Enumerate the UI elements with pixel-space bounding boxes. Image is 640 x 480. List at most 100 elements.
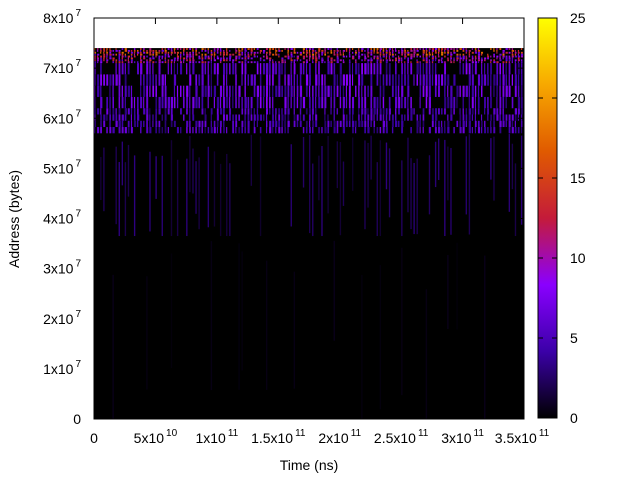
heatmap-cell: [183, 96, 185, 109]
heatmap-cell: [508, 127, 511, 134]
heatmap-cell: [97, 127, 100, 134]
heatmap-cell: [118, 49, 121, 52]
heatmap-cell: [379, 59, 382, 62]
heatmap-cell: [256, 108, 259, 115]
heatmap-cell: [358, 96, 360, 109]
y-tick-label-base: 4x10: [43, 211, 74, 227]
heatmap-cell: [352, 114, 354, 121]
heatmap-cell: [459, 120, 461, 128]
heatmap-cell: [517, 127, 520, 134]
heatmap-cell: [241, 63, 244, 75]
heatmap-cell: [410, 108, 413, 115]
heatmap-cell: [496, 74, 499, 86]
heatmap-cell: [309, 127, 311, 134]
heatmap-cell: [127, 57, 129, 60]
heatmap-cell: [219, 53, 222, 56]
heatmap-cell: [137, 120, 139, 128]
heatmap-cell: [226, 48, 228, 50]
heatmap-cell: [499, 63, 502, 75]
heatmap-streak: [379, 265, 382, 410]
heatmap-cell: [471, 59, 474, 62]
heatmap-cell: [330, 57, 333, 60]
heatmap-cell: [146, 61, 149, 64]
heatmap-streak: [318, 155, 320, 201]
heatmap-cell: [235, 96, 237, 109]
heatmap-cell: [364, 59, 366, 62]
heatmap-cell: [235, 48, 237, 50]
heatmap-cell: [259, 51, 261, 54]
heatmap-cell: [468, 108, 471, 115]
heatmap-band-4: [94, 55, 524, 64]
heatmap-cell: [137, 63, 139, 75]
heatmap-cell: [124, 114, 127, 121]
heatmap-cell: [115, 114, 118, 121]
heatmap-cell: [407, 96, 409, 109]
heatmap-cell: [293, 63, 296, 75]
heatmap-cell: [330, 49, 332, 52]
heatmap-cell: [425, 59, 428, 62]
heatmap-cell: [401, 61, 403, 64]
heatmap-cell: [216, 48, 219, 50]
heatmap-cell: [299, 114, 302, 121]
heatmap-cell: [474, 59, 477, 62]
heatmap-cell: [94, 59, 96, 62]
heatmap-cell: [140, 120, 143, 128]
heatmap-cell: [238, 55, 241, 58]
heatmap-cell: [192, 57, 195, 60]
heatmap-cell: [155, 127, 157, 134]
heatmap-cell: [97, 53, 100, 56]
heatmap-cell: [508, 114, 511, 121]
heatmap-cell: [198, 120, 201, 128]
heatmap-cell: [158, 59, 161, 62]
heatmap-cell: [127, 59, 129, 62]
heatmap-cell: [422, 108, 425, 115]
heatmap-cell: [244, 127, 246, 134]
heatmap-cell: [514, 127, 517, 134]
heatmap-cell: [284, 108, 287, 115]
heatmap-cell: [348, 74, 351, 86]
heatmap-cell: [416, 49, 419, 52]
heatmap-cell: [410, 61, 412, 64]
heatmap-cell: [284, 85, 287, 97]
heatmap-cell: [189, 57, 191, 60]
heatmap-streak: [103, 147, 105, 212]
heatmap-cell: [130, 51, 134, 54]
heatmap-cell: [502, 51, 505, 54]
x-tick-label-base: 3.5x10: [495, 430, 537, 446]
heatmap-cell: [468, 127, 471, 134]
heatmap-cell: [109, 114, 111, 121]
heatmap-cell: [407, 114, 409, 121]
heatmap-cell: [468, 59, 471, 62]
heatmap-cell: [444, 51, 446, 54]
heatmap-cell: [465, 85, 468, 97]
heatmap-cell: [413, 51, 416, 54]
heatmap-cell: [299, 108, 302, 115]
heatmap-cell: [299, 53, 303, 56]
heatmap-cell: [404, 57, 406, 60]
heatmap-cell: [401, 74, 403, 86]
heatmap-cell: [238, 49, 241, 52]
heatmap-cell: [281, 59, 284, 62]
heatmap-cell: [112, 108, 115, 115]
heatmap-cell: [250, 114, 253, 121]
heatmap-cell: [133, 61, 136, 64]
heatmap-cell: [250, 74, 253, 86]
heatmap-streak: [388, 148, 391, 218]
heatmap-cell: [256, 120, 258, 128]
heatmap-cell: [474, 61, 478, 64]
heatmap-cell: [342, 61, 345, 64]
heatmap-cell: [391, 85, 394, 97]
heatmap-cell: [441, 120, 443, 128]
heatmap-cell: [490, 63, 492, 75]
heatmap-cell: [358, 51, 360, 54]
heatmap-cell: [143, 55, 146, 58]
heatmap-cell: [219, 108, 223, 115]
heatmap-cell: [370, 85, 373, 97]
heatmap-cell: [275, 61, 277, 64]
heatmap-cell: [213, 48, 216, 50]
heatmap-cell: [444, 108, 446, 115]
heatmap-cell: [226, 114, 228, 121]
heatmap-cell: [278, 127, 281, 134]
heatmap-cell: [438, 127, 441, 134]
